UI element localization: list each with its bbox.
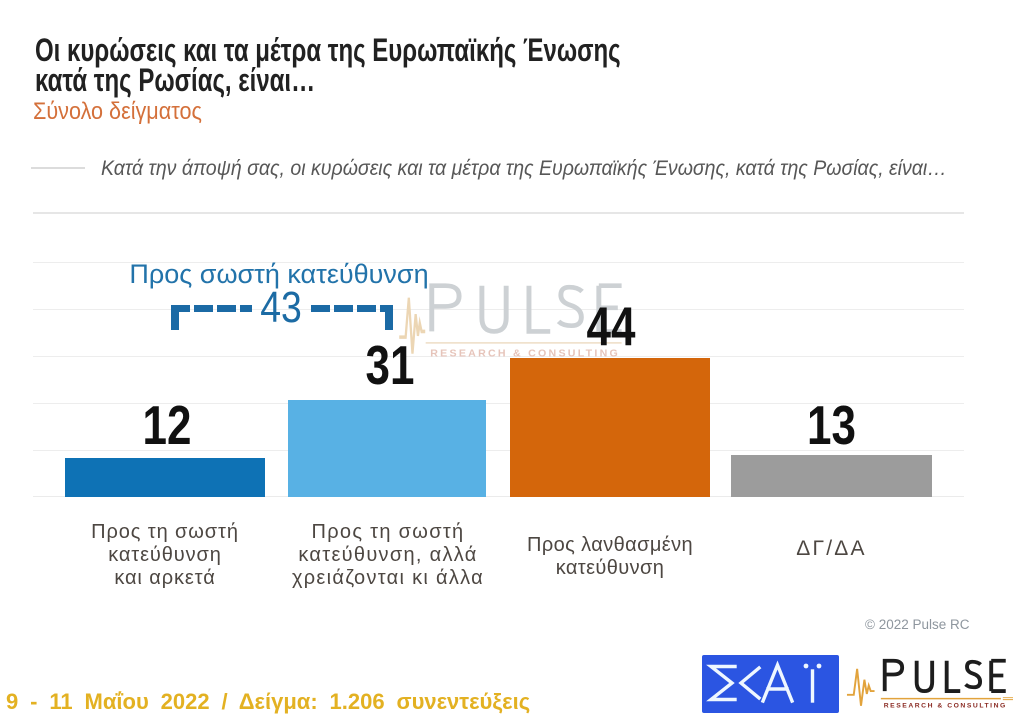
- svg-text:RESEARCH & CONSULTING: RESEARCH & CONSULTING: [884, 703, 1006, 710]
- svg-text:RESEARCH & CONSULTING: RESEARCH & CONSULTING: [430, 349, 618, 360]
